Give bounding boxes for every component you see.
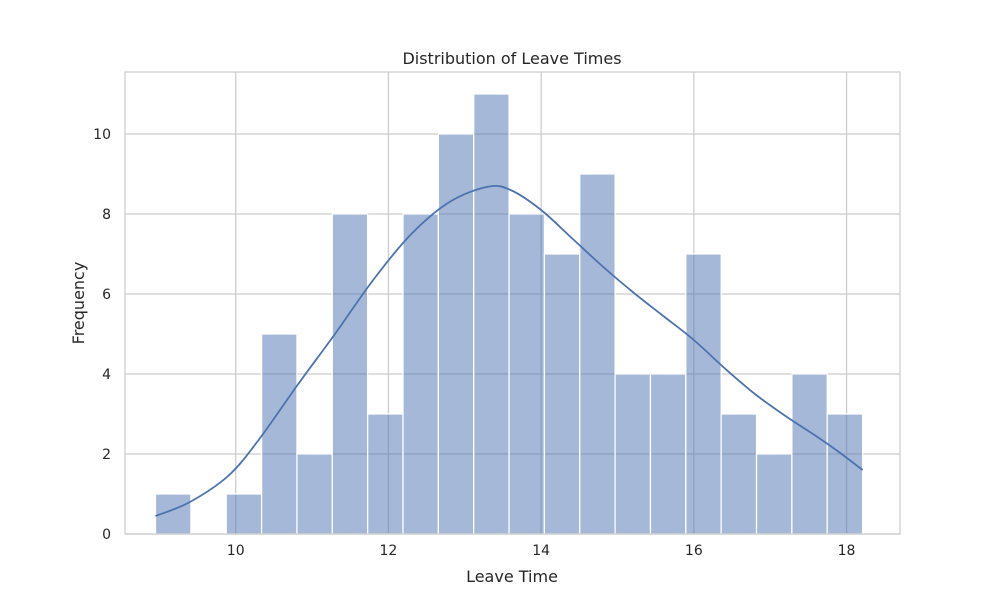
x-axis-ticks: 10 12 14 16 18: [227, 543, 856, 559]
x-tick-label: 18: [838, 543, 856, 559]
x-tick-label: 10: [227, 543, 245, 559]
histogram-bar: [402, 213, 439, 535]
histogram-bar: [543, 253, 581, 535]
histogram-bar: [614, 373, 652, 535]
histogram-bars: [154, 93, 864, 535]
histogram-bar: [685, 253, 722, 535]
histogram-bar: [755, 453, 793, 535]
x-axis-label: Leave Time: [466, 567, 558, 586]
kde-curve: [155, 185, 864, 517]
y-tick-label: 4: [102, 367, 111, 383]
histogram-bar: [579, 173, 616, 535]
y-axis-ticks: 0 2 4 6 8 10: [93, 127, 111, 543]
histogram-bar: [826, 413, 864, 535]
histogram-bar: [225, 493, 263, 535]
y-axis-label: Frequency: [69, 262, 88, 345]
x-tick-label: 14: [532, 543, 550, 559]
y-tick-label: 6: [102, 287, 111, 303]
y-tick-label: 2: [102, 447, 111, 463]
chart-title: Distribution of Leave Times: [402, 49, 621, 68]
histogram-bar: [260, 333, 298, 535]
histogram-bar: [331, 213, 369, 535]
histogram-bar: [791, 373, 828, 535]
histogram-bar: [473, 93, 510, 535]
x-tick-label: 16: [685, 543, 703, 559]
y-tick-label: 10: [93, 127, 111, 143]
histogram-bar: [437, 133, 475, 535]
histogram-bar: [296, 453, 333, 535]
y-tick-label: 0: [102, 527, 111, 543]
plot-frame: [124, 71, 901, 535]
y-tick-label: 8: [102, 207, 111, 223]
histogram-bar: [649, 373, 687, 535]
x-tick-label: 12: [380, 543, 398, 559]
histogram-bar: [367, 413, 404, 535]
kde-curve-group: [155, 185, 864, 517]
histogram-bar: [508, 213, 546, 535]
histogram-bar: [720, 413, 758, 535]
